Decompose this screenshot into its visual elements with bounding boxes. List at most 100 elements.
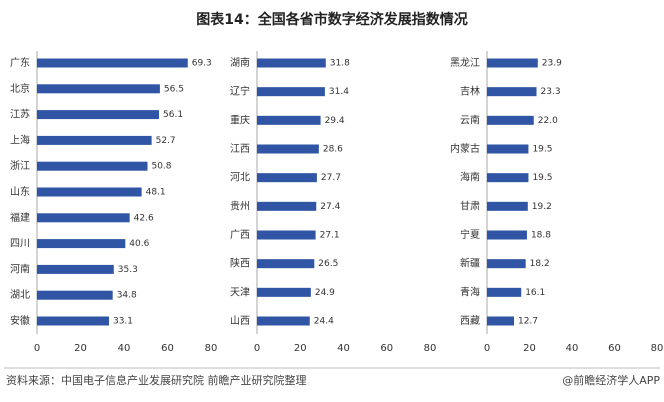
category-label: 河南 (10, 262, 30, 275)
value-label: 28.6 (323, 145, 343, 155)
category-label: 云南 (460, 113, 480, 126)
bar (37, 84, 160, 94)
value-label: 19.5 (532, 173, 552, 183)
value-label: 19.2 (532, 202, 552, 212)
value-label: 50.8 (151, 162, 171, 172)
value-label: 34.8 (117, 291, 137, 301)
bar (37, 110, 160, 120)
bar (257, 173, 317, 183)
bar (37, 264, 114, 274)
category-label: 广东 (10, 56, 30, 69)
category-label: 吉林 (460, 85, 480, 98)
bar (487, 144, 529, 154)
bar (257, 58, 326, 68)
x-tick-label: 20 (294, 343, 307, 354)
category-label: 青海 (460, 285, 480, 298)
bar (487, 115, 534, 125)
bar (257, 287, 311, 297)
value-label: 18.2 (530, 259, 550, 269)
value-label: 26.5 (318, 259, 338, 269)
category-label: 江苏 (10, 108, 30, 121)
bar (257, 259, 315, 269)
bar (37, 161, 148, 171)
x-tick-label: 0 (34, 343, 40, 354)
value-label: 23.3 (541, 87, 561, 97)
bar (487, 316, 514, 326)
value-label: 40.6 (129, 239, 149, 249)
value-label: 42.6 (134, 213, 154, 223)
value-label: 19.5 (532, 145, 552, 155)
category-label: 西藏 (460, 315, 480, 327)
category-label: 四川 (10, 239, 30, 250)
x-tick-label: 20 (74, 343, 87, 354)
category-label: 广西 (230, 229, 250, 241)
x-tick-label: 40 (566, 343, 579, 354)
category-label: 浙江 (10, 160, 30, 172)
value-label: 12.7 (518, 317, 538, 327)
bar (257, 230, 316, 240)
bar (487, 230, 527, 240)
bar (257, 87, 325, 97)
value-label: 16.1 (525, 288, 545, 298)
x-tick-label: 40 (337, 343, 350, 354)
value-label: 24.4 (314, 317, 334, 327)
category-label: 宁夏 (460, 228, 480, 241)
value-label: 18.8 (531, 231, 551, 241)
bar (37, 213, 130, 223)
category-label: 安徽 (10, 314, 30, 327)
value-label: 56.5 (164, 84, 184, 94)
category-label: 山东 (10, 185, 30, 198)
value-label: 24.9 (315, 288, 335, 298)
category-label: 湖南 (230, 56, 250, 69)
category-label: 贵州 (230, 199, 250, 212)
value-label: 27.7 (321, 173, 341, 183)
x-tick-label: 40 (118, 343, 131, 354)
category-label: 天津 (230, 286, 250, 298)
category-label: 辽宁 (230, 85, 250, 98)
x-tick-label: 80 (651, 343, 664, 354)
x-tick-label: 80 (424, 343, 437, 354)
value-label: 48.1 (146, 188, 166, 198)
value-label: 31.8 (330, 59, 350, 69)
category-label: 北京 (10, 82, 30, 95)
bar (257, 201, 317, 211)
category-label: 福建 (10, 211, 30, 224)
bar (487, 58, 538, 68)
bar (257, 115, 321, 125)
category-label: 内蒙古 (450, 142, 480, 155)
bar (487, 173, 529, 183)
value-label: 22.0 (538, 116, 558, 126)
category-label: 海南 (460, 171, 480, 184)
credit: @前瞻经济学人APP (562, 373, 660, 387)
value-label: 23.9 (542, 59, 562, 69)
bar (37, 58, 188, 68)
value-label: 35.3 (118, 265, 138, 275)
category-label: 甘肃 (460, 199, 480, 212)
x-tick-label: 0 (254, 343, 260, 354)
value-label: 29.4 (325, 116, 345, 126)
category-label: 河北 (230, 172, 250, 184)
bar (37, 239, 126, 249)
category-label: 山西 (230, 315, 250, 327)
value-label: 27.4 (320, 202, 340, 212)
bar (37, 187, 142, 197)
value-label: 56.1 (163, 110, 183, 120)
bar (37, 290, 113, 300)
x-tick-label: 20 (523, 343, 536, 354)
category-label: 湖北 (10, 289, 30, 301)
x-tick-label: 60 (380, 343, 393, 354)
value-label: 33.1 (113, 317, 133, 327)
bar (487, 287, 522, 297)
value-label: 27.1 (320, 231, 340, 241)
value-label: 69.3 (192, 59, 212, 69)
x-tick-label: 80 (205, 343, 218, 354)
bar (257, 316, 310, 326)
bar (37, 135, 152, 145)
category-label: 黑龙江 (450, 56, 480, 69)
source: 资料来源：中国电子信息产业发展研究院 前瞻产业研究院整理 (6, 373, 307, 387)
category-label: 上海 (10, 133, 30, 146)
chart-title: 图表14：全国各省市数字经济发展指数情况 (196, 11, 467, 28)
bar (37, 316, 109, 326)
category-label: 陕西 (230, 257, 250, 270)
